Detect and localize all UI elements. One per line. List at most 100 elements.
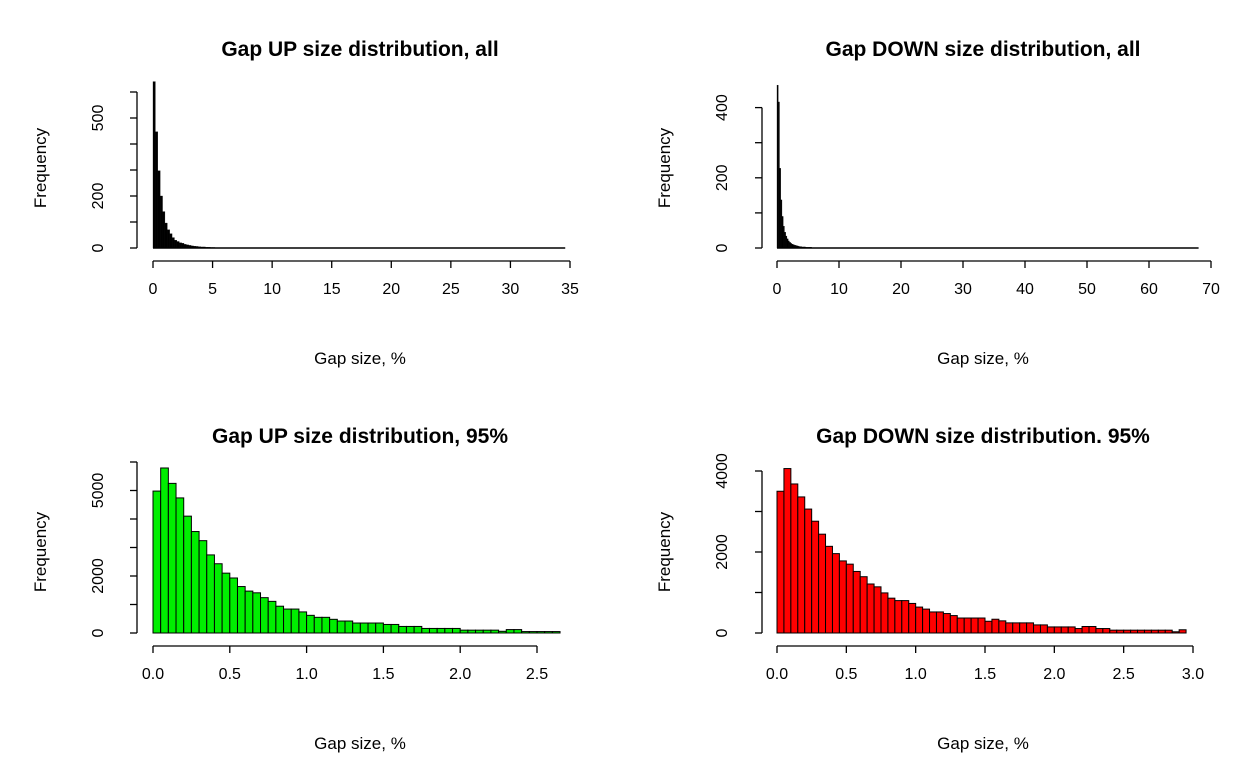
y-tick-label: 400 [714, 94, 731, 121]
histogram-bar [1095, 628, 1104, 634]
x-axis-label: Gap size, % [937, 734, 1029, 753]
histogram-bar [162, 211, 166, 249]
histogram-bar [866, 583, 875, 634]
x-tick-label: 2.5 [1113, 666, 1135, 683]
y-tick-label: 200 [90, 183, 107, 210]
x-axis-label: Gap size, % [314, 349, 406, 368]
panel-gap-up-95: Gap UP size distribution, 95% Gap size, … [31, 425, 561, 753]
histogram-bar [329, 618, 338, 634]
bars [776, 84, 815, 249]
y-tick-label: 0 [714, 243, 731, 252]
histogram-bar [780, 199, 783, 249]
x-tick-label: 3.0 [1182, 666, 1204, 683]
histogram-bar [521, 631, 530, 634]
histogram-bar [1046, 626, 1055, 634]
histogram-bar [367, 622, 377, 634]
histogram-bar [915, 606, 924, 634]
histogram-bar [1109, 629, 1118, 634]
histogram-bar [1033, 624, 1041, 634]
histogram-bar [1039, 624, 1048, 634]
x-tick-label: 30 [954, 281, 972, 298]
histogram-bar [229, 577, 238, 634]
histogram-bar [498, 630, 507, 634]
histogram-bar [159, 195, 163, 249]
histogram-bar [283, 608, 292, 634]
histogram-bar [306, 614, 315, 634]
histogram-bar [786, 238, 789, 249]
histogram-bar [991, 618, 1000, 634]
histogram-bar [908, 602, 917, 634]
x-tick-label: 25 [442, 281, 460, 298]
histogram-bar [444, 627, 454, 634]
histogram-bar [1143, 629, 1152, 634]
histogram-bar [783, 468, 792, 634]
x-tick-label: 30 [502, 281, 520, 298]
histogram-bar [929, 611, 937, 634]
x-tick-label: 50 [1078, 281, 1096, 298]
chart-title: Gap DOWN size distribution. 95% [816, 425, 1150, 448]
x-tick-label: 1.5 [372, 666, 394, 683]
histogram-bar [336, 620, 346, 634]
y-tick-label: 200 [714, 164, 731, 191]
histogram-bar [1005, 622, 1014, 634]
panel-gap-up-all: Gap UP size distribution, all Gap size, … [31, 38, 579, 368]
y-tick-label: 4000 [714, 453, 731, 489]
histogram-bar [859, 576, 868, 634]
x-tick-label: 2.0 [449, 666, 471, 683]
histogram-bar [221, 572, 231, 634]
histogram-bar [155, 131, 158, 249]
panel-gap-down-all: Gap DOWN size distribution, all Gap size… [655, 38, 1220, 368]
x-tick-label: 5 [208, 281, 217, 298]
histogram-bar [490, 629, 500, 634]
histogram-bar [198, 540, 208, 634]
x-tick-label: 15 [323, 281, 341, 298]
histogram-bar [352, 622, 361, 634]
x-tick-label: 0.0 [766, 666, 788, 683]
histogram-bar [783, 226, 785, 249]
histogram-bar [175, 497, 185, 634]
histogram-bar [436, 627, 446, 634]
y-tick-label: 2000 [90, 558, 107, 594]
histogram-bar [1074, 628, 1083, 634]
histogram-bar [252, 592, 262, 634]
x-tick-label: 1.0 [295, 666, 317, 683]
histogram-bar [970, 617, 979, 634]
x-tick-label: 20 [892, 281, 910, 298]
histogram-bar [922, 608, 931, 634]
histogram-bar [1130, 629, 1139, 634]
histogram-bar [887, 597, 896, 634]
x-tick-label: 20 [382, 281, 400, 298]
y-tick-label: 0 [90, 243, 107, 252]
histogram-bar [963, 617, 972, 634]
histogram-bar [825, 545, 833, 634]
x-tick-label: 1.0 [905, 666, 927, 683]
histogram-bar [935, 611, 944, 634]
histogram-bar [244, 590, 254, 634]
histogram-bar [183, 515, 192, 634]
histogram-bar [894, 600, 903, 634]
histogram-bar [190, 531, 200, 634]
histogram-bar [1102, 628, 1111, 634]
histogram-bar [804, 508, 813, 634]
histogram-bar [949, 615, 958, 634]
histogram-bar [160, 467, 169, 634]
histogram-bar [942, 613, 951, 634]
x-tick-label: 0 [149, 281, 158, 298]
histogram-bar [390, 623, 400, 634]
x-tick-label: 10 [830, 281, 848, 298]
y-axis-label: Frequency [31, 127, 50, 208]
y-axis-label: Frequency [655, 511, 674, 592]
histogram-bar [776, 490, 785, 634]
histogram-bar [956, 617, 965, 634]
histogram-bar [811, 520, 820, 634]
histogram-bar [831, 553, 840, 634]
histogram-bar [779, 168, 781, 249]
histogram-bar [313, 616, 323, 634]
histogram-bar [236, 586, 246, 634]
histogram-bar [290, 608, 300, 634]
histogram-bar [544, 631, 553, 634]
histogram-bar [797, 496, 806, 634]
y-axis-label: Frequency [655, 127, 674, 208]
histogram-bar [852, 570, 861, 634]
